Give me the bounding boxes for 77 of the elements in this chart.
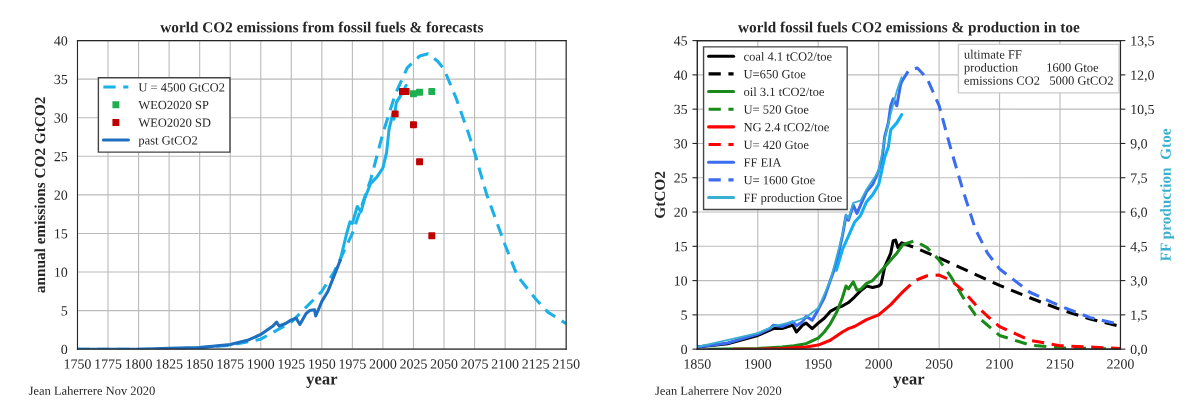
y-tick-label: 5 [681, 310, 688, 320]
x-tick-label: 1850 [684, 359, 711, 369]
y-tick-label: 10 [55, 267, 68, 277]
y-tick-label: 20 [54, 190, 68, 200]
x-tick-label: 2050 [925, 359, 953, 369]
y2-tick-label: 7,5 [1131, 173, 1148, 185]
x-tick-label: 1825 [156, 359, 183, 369]
y-tick-label: 0 [681, 344, 688, 355]
y-tick-label: 40 [673, 70, 688, 80]
x-tick-label: 1800 [125, 359, 152, 369]
x-tick-label: 2100 [986, 359, 1013, 369]
y2-tick-label: 10,5 [1131, 104, 1154, 117]
y2-tick-label: 12,0 [1131, 70, 1154, 82]
y-tick-label: 20 [674, 207, 688, 217]
y-tick-label: 25 [54, 151, 68, 162]
y2-tick-label: 1,5 [1131, 310, 1148, 322]
chart-title: world fossil fuels CO2 emissions & production in toe [738, 21, 1080, 36]
legend-label: oil 3.1 tCO2/toe [744, 87, 825, 97]
x-tick-label: 2000 [865, 359, 893, 369]
y2-tick-label: 4,5 [1130, 241, 1148, 254]
legend-label: U= 420 Gtoe [743, 140, 809, 150]
y-tick-label: 15 [55, 229, 68, 239]
x-tick-label: 1925 [278, 359, 305, 369]
legend-label: U=650 Gtoe [743, 69, 806, 79]
y-tick-label: 40 [54, 36, 68, 46]
y-tick-label: 0 [61, 344, 68, 355]
y-tick-label: 30 [54, 113, 68, 123]
x-tick-label: 1950 [805, 359, 832, 369]
x-tick-label: 1775 [95, 359, 122, 369]
legend-label: WEO2020 SD [138, 118, 211, 127]
chart-title: world CO2 emissions from fossil fuels & forecasts [160, 21, 484, 33]
x-tick-label: 1950 [309, 359, 336, 369]
y-tick-label: 45 [673, 36, 688, 46]
y2-tick-label: 6,0 [1130, 207, 1148, 219]
y-tick-label: 35 [54, 74, 68, 85]
legend-label: WEO2020 SP [138, 100, 209, 110]
x-tick-label: 2100 [491, 359, 519, 369]
y-axis-title: GtCO2 [654, 171, 666, 218]
x-tick-label: 2050 [430, 359, 458, 369]
x-tick-label: 1750 [64, 359, 91, 369]
y-tick-label: 35 [674, 104, 688, 115]
x-tick-label: 1975 [339, 359, 366, 369]
legend-label: U = 4500 GtCO2 [138, 83, 225, 92]
annotation: ultimate FF production 1600 Gtoe emissions CO2 5000 GtCO2 [964, 49, 1113, 85]
x-axis-title: year [893, 376, 925, 388]
x-tick-label: 2000 [369, 359, 397, 369]
y2-tick-label: 9,0 [1130, 139, 1148, 151]
y-axis-title: annual emissions CO2 GtCO2 [34, 97, 46, 293]
legend-label: past GtCO2 [138, 136, 198, 148]
x-tick-label: 1850 [186, 359, 214, 369]
x-tick-label: 2125 [522, 359, 549, 369]
y-tick-label: 30 [674, 139, 688, 149]
x-tick-label: 2150 [1046, 359, 1074, 369]
x-tick-label: 1900 [745, 359, 772, 369]
legend-label: NG 2.4 tCO2/toe [743, 122, 829, 132]
x-tick-label: 1900 [248, 359, 275, 369]
x-tick-label: 2150 [552, 359, 580, 369]
legend-label: coal 4.1 tCO2/toe [744, 51, 832, 61]
text: Jean Laherrere Nov 2020 [655, 386, 782, 395]
y-tick-label: 5 [61, 306, 68, 316]
y-tick-label: 15 [674, 241, 688, 252]
legend-label: U= 1600 Gtoe [743, 175, 815, 185]
y-tick-label: 25 [674, 173, 688, 183]
text: Jean Laherrere Nov 2020 [28, 386, 155, 395]
x-tick-label: 2025 [400, 359, 427, 369]
legend-label: U= 520 Gtoe [743, 105, 809, 114]
y2-tick-label: 13,5 [1131, 36, 1154, 48]
y2-tick-label: 0,0 [1130, 344, 1148, 357]
y2-tick-label: 3,0 [1130, 276, 1148, 288]
x-axis-title: year [306, 376, 338, 388]
y-tick-label: 10 [674, 276, 688, 286]
x-tick-label: 1875 [217, 359, 244, 369]
legend-label: FF EIA [743, 158, 782, 167]
x-tick-label: 2075 [461, 359, 488, 369]
x-tick-label: 2200 [1107, 359, 1134, 369]
y2-axis-title: FF production Gtoe [1160, 128, 1174, 262]
legend-label: FF production Gtoe [743, 193, 842, 205]
